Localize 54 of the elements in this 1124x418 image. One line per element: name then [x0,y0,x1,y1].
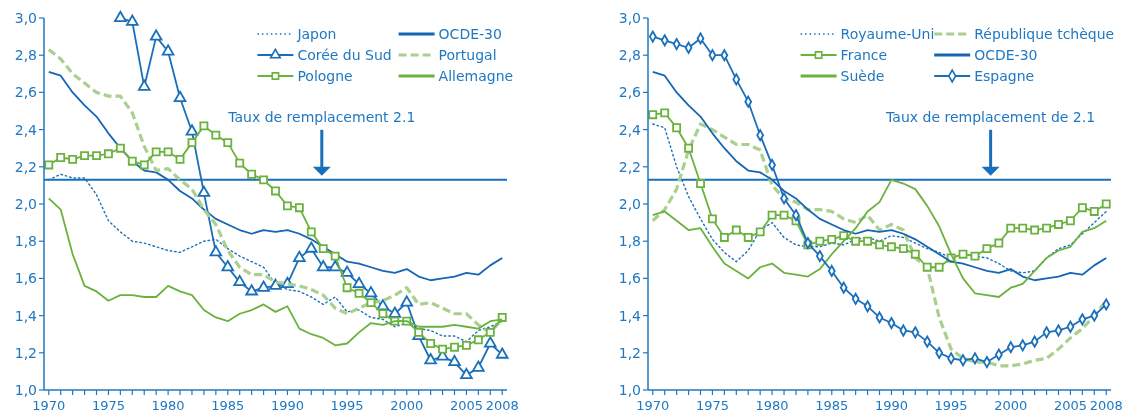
legend-label: OCDE-30 [974,47,1038,63]
y-tick-label: 2,4 [618,121,642,138]
legend-label: Japon [296,26,337,42]
y-tick-label: 1,6 [618,270,642,287]
legend-label: Portugal [438,47,497,63]
x-tick-label: 1995 [330,398,364,413]
x-tick-label: 1995 [934,398,968,413]
x-tick-label: 1975 [695,398,729,413]
y-tick-label: 2,4 [14,121,38,138]
legend-label: Allemagne [438,68,514,84]
y-tick-label: 1,2 [14,344,37,361]
x-tick-label: 1990 [270,398,304,413]
y-tick-label: 2,0 [618,196,641,212]
y-tick-label: 1,8 [618,233,641,250]
x-tick-label: 1985 [815,398,849,413]
y-tick-label: 2,0 [14,196,37,212]
y-tick-label: 3,0 [14,10,37,26]
y-tick-label: 1,6 [14,270,38,287]
x-tick-label: 2000 [390,398,424,413]
legend-label: France [840,47,888,63]
x-tick-label: 2005 [449,398,483,413]
x-tick-label: 1970 [636,398,670,413]
x-tick-label: 1985 [211,398,245,413]
y-tick-label: 2,6 [14,84,38,101]
y-tick-label: 1,0 [618,382,641,398]
y-tick-label: 2,8 [14,47,37,64]
x-tick-label: 2008 [485,398,519,413]
legend-label: OCDE-30 [438,26,502,42]
y-tick-label: 1,4 [14,307,38,324]
legend-label: République tchèque [974,26,1115,42]
legend-label: Espagne [974,68,1035,84]
y-tick-label: 3,0 [618,10,641,26]
x-tick-label: 1970 [32,398,66,413]
y-tick-label: 1,8 [14,233,37,250]
y-tick-label: 2,2 [618,158,641,175]
y-tick-label: 2,6 [618,84,642,101]
y-tick-label: 1,4 [618,307,642,324]
legend-label: Suède [840,68,885,84]
x-tick-label: 1990 [874,398,908,413]
legend-label: Corée du Sud [297,47,392,63]
x-tick-label: 1980 [755,398,789,413]
y-tick-label: 1,0 [14,382,37,398]
legend-label: Royaume-Uni [840,26,935,42]
x-tick-label: 2005 [1053,398,1087,413]
x-tick-label: 2008 [1089,398,1123,413]
y-tick-label: 2,8 [618,47,641,64]
x-tick-label: 1980 [151,398,185,413]
legend-label: Pologne [297,68,353,84]
y-tick-label: 1,2 [618,344,641,361]
x-tick-label: 2000 [994,398,1028,413]
y-tick-label: 2,2 [14,158,37,175]
annotation: Taux de remplacement 2.1 [227,108,416,125]
x-tick-label: 1975 [91,398,125,413]
annotation: Taux de remplacement de 2.1 [885,108,1096,125]
